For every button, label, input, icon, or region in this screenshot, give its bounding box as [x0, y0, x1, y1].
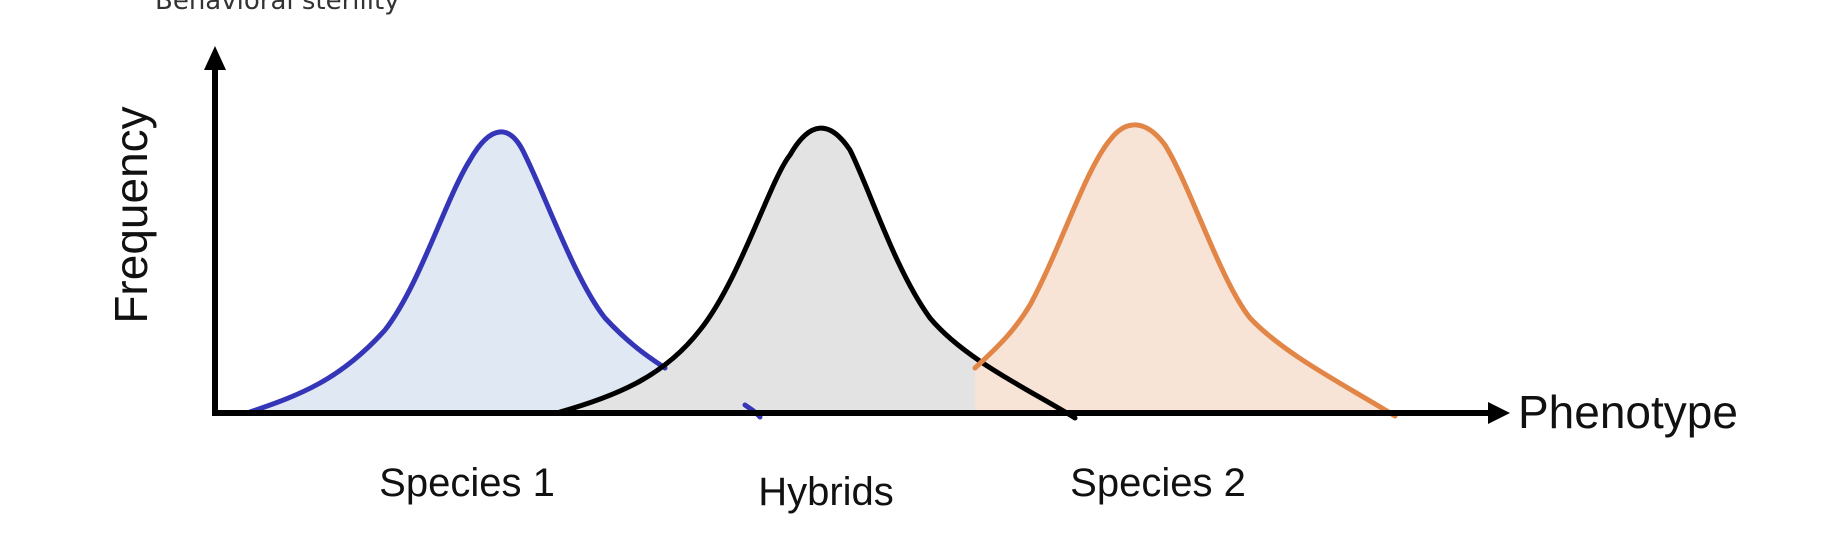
y-axis-arrowhead [204, 46, 226, 70]
axes [204, 46, 1510, 424]
caption: Behavioral sterility [155, 0, 400, 16]
species-2-curve [972, 122, 1398, 419]
hybrids-curve [557, 125, 1078, 421]
hybrids-label: Hybrids [758, 470, 894, 514]
y-axis-label: Frequency [105, 106, 157, 323]
species-2-label: Species 2 [1070, 461, 1246, 505]
hybrids-area [560, 128, 1075, 413]
species-1-label: Species 1 [379, 461, 555, 505]
x-axis-arrowhead [1488, 402, 1510, 424]
species-1-area [250, 131, 760, 413]
x-axis-label: Phenotype [1518, 386, 1738, 438]
species-2-area [975, 124, 1395, 415]
